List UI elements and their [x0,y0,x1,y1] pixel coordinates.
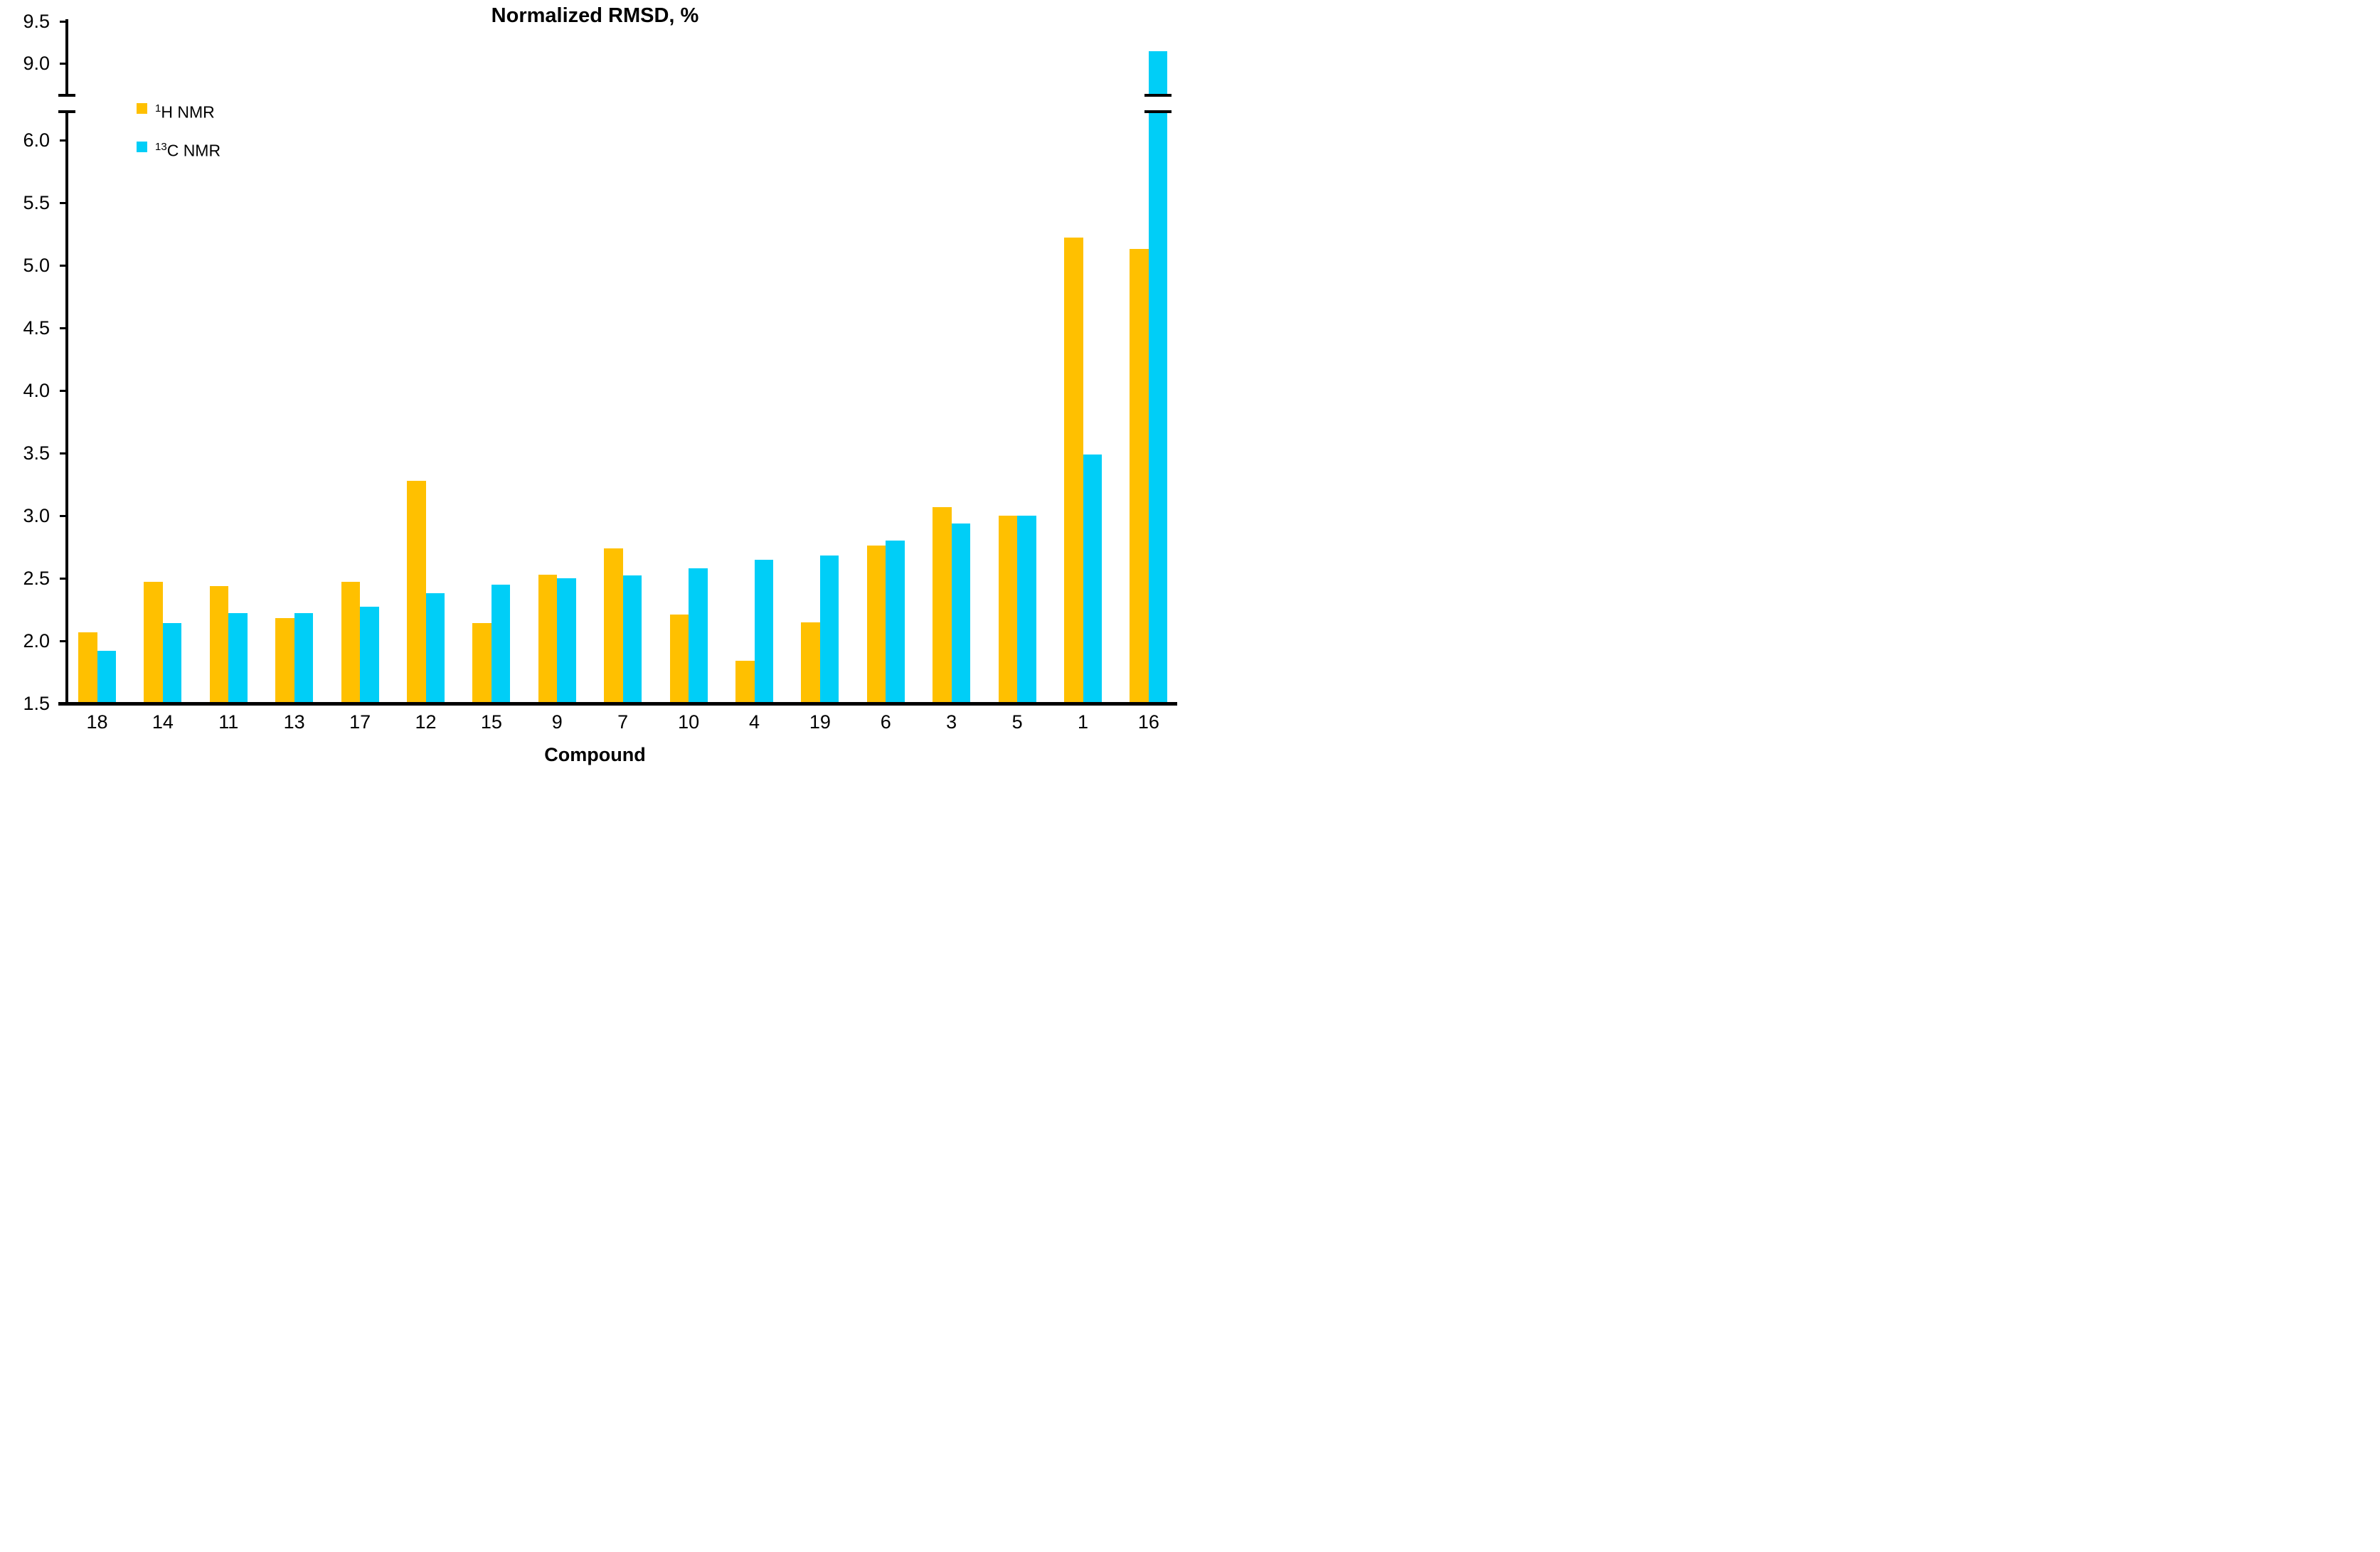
bar-1h-14 [144,582,163,702]
bar-1h-13 [275,618,294,702]
y-tick-label: 1.5 [23,692,50,714]
x-tick-label: 14 [152,711,174,733]
bar-13c-4 [754,559,773,702]
axis-break-cap [1144,110,1172,113]
chart-title: Normalized RMSD, % [491,4,699,27]
y-tick-label: 5.0 [23,254,50,276]
x-tick-label: 6 [880,711,891,733]
bar-13c-19 [819,556,839,702]
y-tick [60,139,65,142]
y-tick [60,639,65,642]
x-tick-label: 18 [86,711,108,733]
bar-13c-6 [886,541,905,702]
x-tick-label: 3 [946,711,957,733]
y-tick-label: 9.5 [23,10,50,32]
y-tick-label: 9.0 [23,52,50,74]
x-tick-label: 16 [1137,711,1159,733]
bar-1h-9 [538,574,558,702]
y-axis-line-lower [65,110,68,706]
bar-1h-16 [1130,249,1149,702]
axis-break-cap [58,110,75,113]
y-axis-line-upper [65,19,68,97]
bar-13c-7 [622,575,642,702]
y-tick-label: 2.0 [23,629,50,652]
axis-break-cap [58,93,75,97]
y-tick [60,201,65,204]
bar-13c-18 [97,651,116,702]
bar-13c-11 [228,613,248,702]
y-tick [60,577,65,580]
bar-1h-4 [735,661,755,702]
bar-1h-5 [998,516,1018,702]
y-tick [60,20,65,23]
bar-1h-18 [78,632,97,702]
legend-swatch-13c-nmr [137,142,147,152]
y-tick-label: 3.0 [23,504,50,526]
x-tick-label: 5 [1011,711,1023,733]
bar-1h-15 [472,623,492,702]
y-tick [60,702,65,705]
x-axis-title: Compound [544,744,646,765]
y-tick [60,514,65,517]
bar-1h-10 [669,615,689,702]
bar-13c-5 [1017,516,1036,702]
bar-13c-13 [294,613,314,702]
bar-1h-7 [604,548,623,702]
y-tick-label: 3.5 [23,442,50,464]
bar-chart: Normalized RMSD, % Compound 1H NMR 13C NM… [0,0,1190,776]
bar-1h-19 [801,622,820,702]
bar-13c-12 [425,593,445,702]
bar-1h-11 [209,585,229,702]
x-tick-label: 9 [551,711,563,733]
bar-13c-15 [491,584,511,702]
y-tick-label: 2.5 [23,567,50,589]
legend-swatch-1h-nmr [137,103,147,114]
y-tick [60,264,65,267]
x-tick-label: 19 [809,711,831,733]
bar-13c-1 [1083,454,1102,702]
legend-label: 1H NMR [155,102,215,122]
y-tick-label: 4.5 [23,317,50,339]
x-tick-label: 7 [617,711,629,733]
bar-1h-1 [1064,238,1083,702]
y-tick [60,326,65,329]
y-tick [60,62,65,65]
x-tick-label: 15 [480,711,502,733]
y-tick [60,389,65,392]
bar-1h-3 [933,506,952,702]
x-tick-label: 11 [218,711,239,733]
bar-1h-12 [407,480,426,702]
x-tick-label: 12 [415,711,437,733]
x-tick-label: 13 [283,711,305,733]
bar-13c-14 [162,623,182,702]
x-tick-label: 1 [1077,711,1089,733]
x-axis-line [58,702,1177,706]
y-tick-label: 4.0 [23,379,50,401]
axis-break-gap [1144,97,1172,110]
x-tick-label: 17 [349,711,371,733]
y-tick-label: 5.5 [23,191,50,213]
bar-1h-6 [866,546,886,702]
bar-13c-9 [557,578,576,702]
x-tick-label: 4 [748,711,760,733]
legend-label: 13C NMR [155,141,221,160]
bar-1h-17 [341,582,361,702]
x-tick-label: 10 [678,711,700,733]
bar-13c-16-lower [1148,110,1168,702]
bar-13c-10 [689,568,708,702]
y-tick [60,452,65,455]
bar-13c-3 [951,523,971,702]
bar-13c-16-upper [1148,51,1168,97]
y-tick-label: 6.0 [23,129,50,151]
bar-13c-17 [360,607,379,702]
axis-break-cap [1144,93,1172,97]
